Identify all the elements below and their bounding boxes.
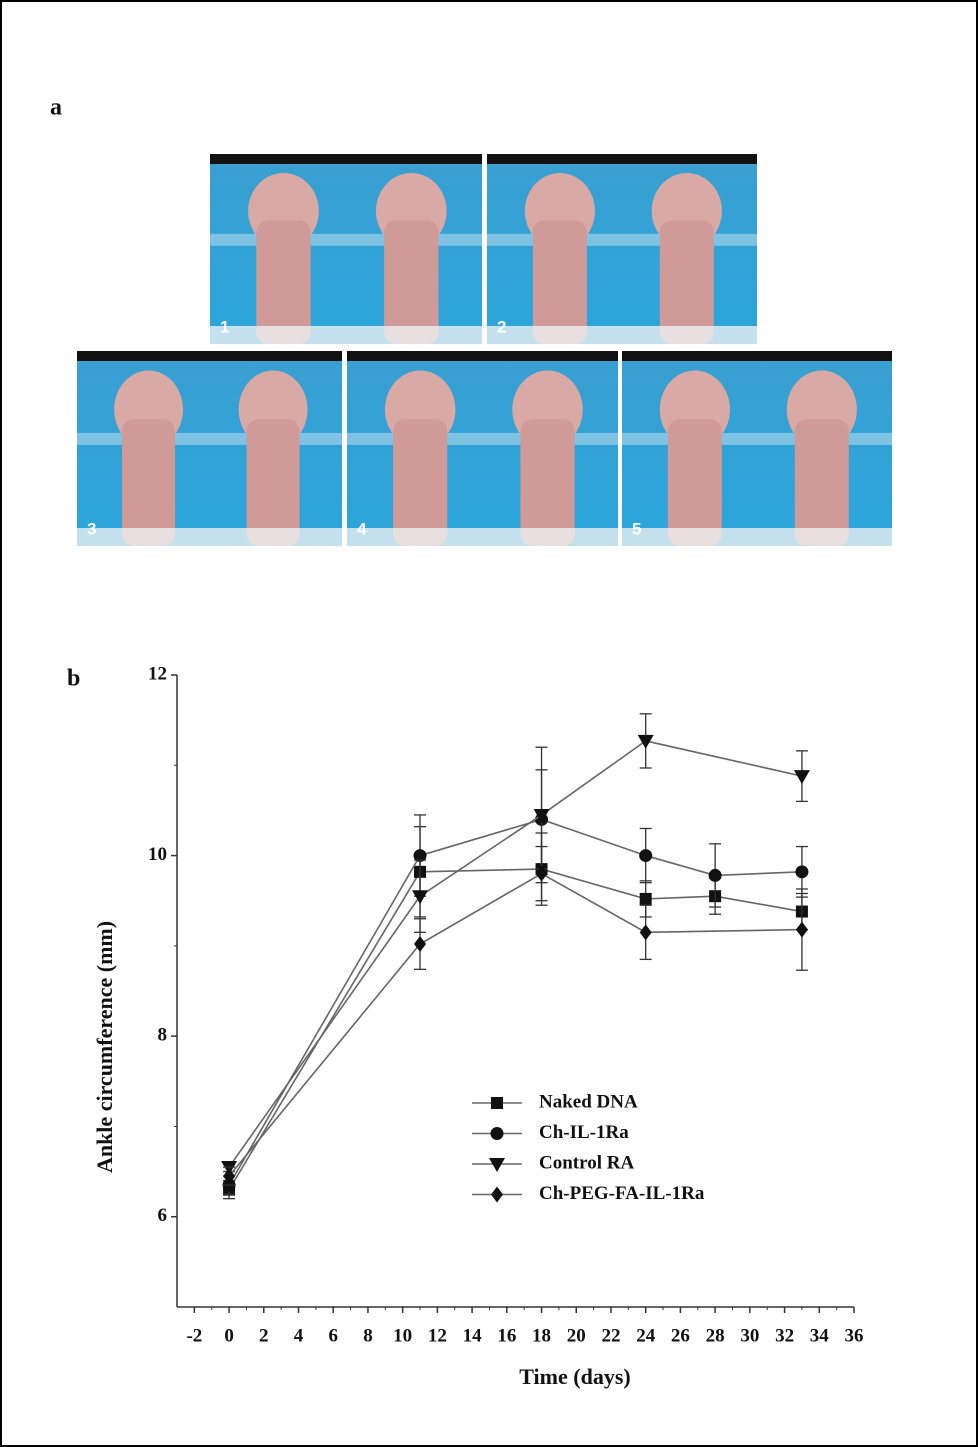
- leg: [533, 221, 587, 345]
- photo-top: [487, 154, 757, 164]
- photo-number: 3: [87, 519, 96, 538]
- photo: [622, 351, 892, 546]
- leg: [795, 419, 849, 546]
- x-tick-label: 22: [601, 1325, 620, 1346]
- y-axis-title: Ankle circumference (mm): [92, 921, 117, 1173]
- fur: [487, 326, 757, 344]
- fur: [622, 528, 892, 546]
- legend-label: Control RA: [539, 1152, 634, 1173]
- legend-marker: [491, 1097, 503, 1109]
- x-tick-label: 4: [294, 1325, 304, 1346]
- leg: [668, 419, 722, 546]
- x-tick-label: 30: [740, 1325, 759, 1346]
- x-tick-label: 20: [567, 1325, 586, 1346]
- photo: [487, 154, 757, 344]
- y-tick-label: 10: [148, 844, 167, 865]
- figure-canvas: a b 12345 681012-20246810121416182022242…: [2, 2, 976, 1445]
- leg: [122, 419, 175, 546]
- x-tick-label: 6: [328, 1325, 338, 1346]
- x-tick-label: 34: [810, 1325, 830, 1346]
- ruler: [622, 433, 892, 445]
- photo-top: [77, 351, 342, 361]
- photo-grid: 1 2 3 4 5: [77, 154, 892, 546]
- legend-marker: [491, 1187, 503, 1203]
- x-tick-label: -2: [186, 1325, 202, 1346]
- x-tick-label: 16: [497, 1325, 516, 1346]
- leg: [256, 221, 310, 345]
- x-tick-label: 2: [259, 1325, 269, 1346]
- fur: [77, 528, 342, 546]
- marker: [412, 890, 428, 904]
- legend-label: Naked DNA: [539, 1091, 638, 1112]
- x-tick-label: 14: [463, 1325, 483, 1346]
- legend-marker: [489, 1158, 505, 1172]
- panel-label: b: [67, 666, 80, 692]
- x-tick-label: 12: [428, 1325, 447, 1346]
- x-tick-label: 24: [636, 1325, 656, 1346]
- y-tick-label: 6: [158, 1205, 168, 1226]
- legend-marker: [491, 1127, 504, 1140]
- legend-label: Ch-IL-1Ra: [539, 1122, 629, 1143]
- photo-number: 2: [497, 317, 506, 336]
- photo: [77, 351, 342, 546]
- y-tick-label: 8: [158, 1025, 168, 1046]
- fur: [347, 528, 618, 546]
- marker: [640, 893, 652, 905]
- x-tick-label: 10: [393, 1325, 412, 1346]
- series-line: [229, 869, 802, 1190]
- x-axis-title: Time (days): [519, 1364, 630, 1389]
- ruler: [487, 234, 757, 246]
- photo-top: [347, 351, 618, 361]
- photo-top: [210, 154, 482, 164]
- marker: [640, 924, 652, 940]
- photo-number: 4: [357, 519, 367, 538]
- x-tick-label: 28: [706, 1325, 725, 1346]
- figure: a b 12345 681012-20246810121416182022242…: [0, 0, 978, 1447]
- fur: [210, 326, 482, 344]
- ruler: [77, 433, 342, 445]
- leg: [384, 221, 438, 345]
- x-tick-label: 26: [671, 1325, 690, 1346]
- photo-top: [622, 351, 892, 361]
- leg: [660, 221, 714, 345]
- marker: [794, 770, 810, 784]
- photo-number: 1: [220, 317, 229, 336]
- series-line: [229, 874, 802, 1176]
- x-tick-label: 18: [532, 1325, 551, 1346]
- leg: [520, 419, 574, 546]
- panel-label: a: [50, 95, 62, 121]
- marker: [796, 922, 808, 938]
- x-tick-label: 36: [845, 1325, 864, 1346]
- ruler: [210, 234, 482, 246]
- legend-label: Ch-PEG-FA-IL-1Ra: [539, 1183, 705, 1204]
- leg: [393, 419, 447, 546]
- marker: [795, 865, 808, 878]
- y-tick-label: 12: [148, 663, 167, 684]
- photo-number: 5: [632, 519, 641, 538]
- x-tick-label: 8: [363, 1325, 373, 1346]
- photo: [347, 351, 618, 546]
- ruler: [347, 433, 618, 445]
- marker: [639, 849, 652, 862]
- x-tick-label: 32: [775, 1325, 794, 1346]
- photo: [210, 154, 482, 344]
- x-tick-label: 0: [224, 1325, 234, 1346]
- leg: [247, 419, 300, 546]
- marker: [709, 869, 722, 882]
